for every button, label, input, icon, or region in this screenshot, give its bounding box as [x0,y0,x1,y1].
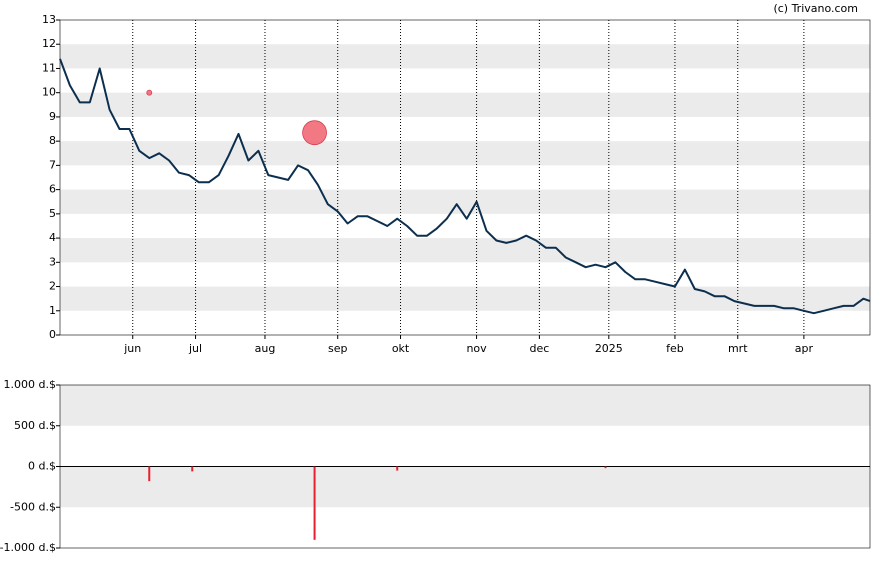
y-tick-label: 4 [49,231,56,244]
y-tick-label: 9 [49,110,56,123]
grid-band [60,238,870,263]
y-tick-label: 6 [49,183,56,196]
y-tick-label: 7 [49,158,56,171]
plot-frame [59,19,871,336]
x-tick-label: okt [392,342,410,355]
y-tick-label: 10 [42,86,56,99]
y-tick-label: 1.000 d.$ [4,378,56,391]
grid-band [60,385,870,426]
y-tick-label: 5 [49,207,56,220]
bar [396,466,399,471]
y-tick-label: 0 [49,328,56,341]
bubble [302,120,327,146]
y-tick-label: 3 [49,255,56,268]
x-tick-label: mrt [728,342,748,355]
price-line [59,58,871,315]
grid-band [60,189,870,214]
x-tick-label: jun [123,342,141,355]
x-tick-label: 2025 [595,342,623,355]
x-tick-label: feb [666,342,684,355]
bar [313,466,316,540]
y-tick-label: -1.000 d.$ [0,541,56,554]
grid-band [60,286,870,311]
x-tick-label: jul [188,342,202,355]
grid-band [60,141,870,166]
grid-band [60,44,870,69]
bar [148,466,151,482]
y-tick-label: 12 [42,37,56,50]
credit: (c) Trivano.com [773,2,858,15]
x-tick-label: apr [795,342,814,355]
x-tick-label: dec [529,342,549,355]
bubble [146,89,153,96]
grid-band [60,92,870,117]
bar [191,466,194,472]
x-tick-label: aug [255,342,276,355]
bar [604,466,607,469]
y-tick-label: 2 [49,280,56,293]
y-tick-label: -500 d.$ [10,500,56,513]
y-tick-label: 11 [42,61,56,74]
y-tick-label: 13 [42,13,56,26]
x-tick-label: nov [466,342,487,355]
y-tick-label: 1 [49,304,56,317]
x-tick-label: sep [328,342,347,355]
grid-band [60,466,870,508]
y-tick-label: 8 [49,134,56,147]
y-tick-label: 0 d.$ [28,460,56,473]
y-tick-label: 500 d.$ [14,419,56,432]
